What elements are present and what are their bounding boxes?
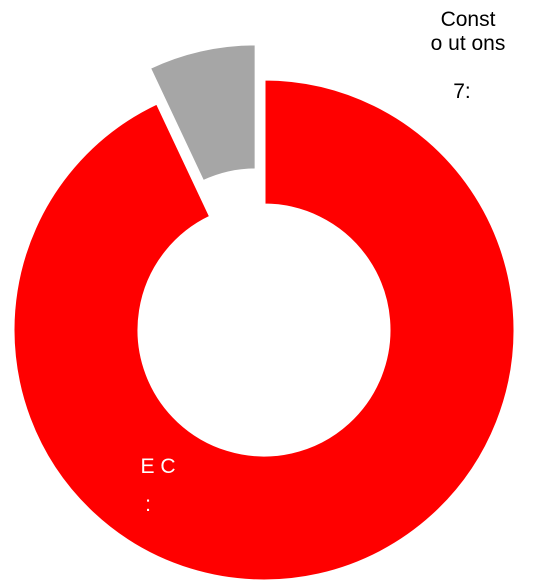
slice-label: Const o ut ons [430,8,506,55]
slice-label: 7: [453,80,471,103]
slice-label: : [145,493,151,516]
slice-label: E C [140,455,176,478]
slice [11,77,517,581]
slice [147,42,258,184]
